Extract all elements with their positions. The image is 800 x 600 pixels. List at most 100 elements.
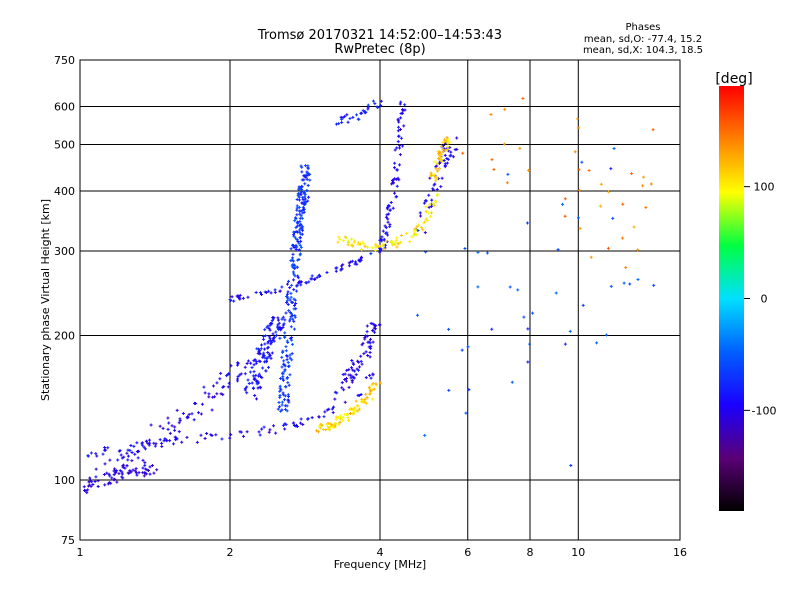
data-point-noise-hot bbox=[518, 146, 522, 150]
data-point-X-low bbox=[371, 382, 375, 386]
data-point-O-vertical-b bbox=[267, 326, 271, 330]
data-point-O-vertical-b bbox=[268, 323, 272, 327]
data-point-O-vertical-a bbox=[297, 185, 301, 189]
data-point-O-lower-cusp bbox=[155, 468, 159, 472]
data-point-O-low bbox=[220, 437, 224, 441]
data-point-O-low-scatter bbox=[173, 425, 177, 429]
data-point-O-low-scatter bbox=[175, 408, 179, 412]
data-point-noise-hot bbox=[649, 182, 653, 186]
data-point-O-vertical-a bbox=[286, 360, 290, 364]
data-point-O-low-scatter bbox=[158, 424, 162, 428]
data-point-O-low-scatter bbox=[141, 458, 145, 462]
data-point-noise-sparse bbox=[628, 282, 632, 286]
data-point-noise-hot bbox=[563, 197, 567, 201]
data-point-O-low-scatter bbox=[238, 373, 242, 377]
data-point-O-low bbox=[147, 443, 151, 447]
x-axis-label: Frequency [MHz] bbox=[334, 558, 426, 571]
data-point-O-lower-cusp bbox=[86, 488, 90, 492]
data-point-O-mid bbox=[359, 255, 363, 259]
data-point-O-vertical-b bbox=[257, 372, 261, 376]
data-point-X-mid bbox=[424, 217, 428, 221]
x-tick-label: 4 bbox=[377, 546, 384, 559]
data-point-O-vertical-b bbox=[252, 363, 256, 367]
data-point-X-mid bbox=[429, 211, 433, 215]
data-point-O-vertical-a bbox=[296, 220, 300, 224]
data-point-O-far bbox=[423, 231, 427, 235]
data-point-O-low-scatter bbox=[173, 428, 177, 432]
data-point-noise-hot bbox=[636, 248, 640, 252]
data-point-X-low bbox=[337, 422, 341, 426]
data-point-X-high bbox=[435, 176, 439, 180]
data-point-O-vertical-b bbox=[271, 337, 275, 341]
data-point-O-mid bbox=[254, 291, 258, 295]
data-point-O-lower-cusp bbox=[129, 470, 133, 474]
data-point-noise-sparse bbox=[476, 250, 480, 254]
data-point-O-mid bbox=[300, 280, 304, 284]
data-point-O-vertical-a bbox=[292, 319, 296, 323]
data-point-O-vertical-b bbox=[246, 378, 250, 382]
data-point-O-low-scatter bbox=[103, 462, 107, 466]
data-point-noise-hot bbox=[606, 246, 610, 250]
data-point-O-far bbox=[418, 211, 422, 215]
data-point-O-top bbox=[356, 117, 360, 121]
data-point-O-vertical-a bbox=[296, 258, 300, 262]
data-point-O-vertical-a bbox=[283, 394, 287, 398]
data-point-O-vertical-a bbox=[307, 195, 311, 199]
data-point-O-low-scatter bbox=[107, 472, 111, 476]
data-point-O-cusp bbox=[347, 385, 351, 389]
data-point-O-low-scatter bbox=[116, 458, 120, 462]
data-point-O-cusp bbox=[351, 368, 355, 372]
data-point-O-low-scatter bbox=[168, 431, 172, 435]
data-point-X-mid bbox=[352, 240, 356, 244]
data-point-noise-sparse bbox=[466, 345, 470, 349]
data-point-O-far bbox=[416, 229, 420, 233]
data-point-O-low bbox=[132, 444, 136, 448]
data-point-noise-sparse bbox=[595, 341, 599, 345]
data-point-O-vertical-b bbox=[266, 351, 270, 355]
data-point-O-low bbox=[160, 444, 164, 448]
data-point-O-high bbox=[403, 108, 407, 112]
data-point-O-mid bbox=[341, 263, 345, 267]
data-point-O-cusp bbox=[333, 397, 337, 401]
data-point-O-vertical-a bbox=[293, 219, 297, 223]
data-point-O-vertical-a bbox=[280, 365, 284, 369]
data-point-O-vertical-b bbox=[276, 323, 280, 327]
data-point-O-low-scatter bbox=[236, 361, 240, 365]
data-point-O-low-scatter bbox=[178, 419, 182, 423]
data-point-O-low-scatter bbox=[219, 371, 223, 375]
data-point-O-vertical-a bbox=[301, 211, 305, 215]
data-point-O-vertical-b bbox=[258, 385, 262, 389]
data-point-O-lower-cusp bbox=[96, 479, 100, 483]
data-point-O-low bbox=[331, 411, 335, 415]
data-point-O-low bbox=[262, 425, 266, 429]
data-point-noise-sparse bbox=[508, 285, 512, 289]
data-point-O-mid bbox=[304, 281, 308, 285]
data-point-noise-sparse bbox=[526, 360, 530, 364]
data-point-X-mid bbox=[358, 242, 362, 246]
data-point-X-mid bbox=[396, 242, 400, 246]
data-point-O-vertical-a bbox=[281, 393, 285, 397]
data-point-O-high bbox=[399, 136, 403, 140]
data-point-X-mid bbox=[346, 243, 350, 247]
data-point-O-vertical-a bbox=[308, 172, 312, 176]
data-point-O-far bbox=[422, 201, 426, 205]
data-point-O-high bbox=[403, 103, 407, 107]
data-point-noise-hot bbox=[489, 113, 493, 117]
data-point-noise-sparse bbox=[636, 278, 640, 282]
data-point-noise-sparse bbox=[531, 311, 535, 315]
data-point-O-vertical-b bbox=[259, 347, 263, 351]
data-point-X-low bbox=[353, 409, 357, 413]
data-point-noise-hot bbox=[624, 266, 628, 270]
data-point-noise-sparse bbox=[622, 281, 626, 285]
data-point-O-vertical-a bbox=[285, 358, 289, 362]
data-point-O-cusp bbox=[359, 359, 363, 363]
data-point-O-vertical-b bbox=[280, 317, 284, 321]
data-point-O-low bbox=[245, 430, 249, 434]
colorbar-tick-label: 100 bbox=[754, 181, 775, 194]
data-point-X-low bbox=[320, 423, 324, 427]
data-point-O-low-scatter bbox=[126, 458, 130, 462]
data-point-O-vertical-a bbox=[289, 325, 293, 329]
data-point-O-vertical-a bbox=[300, 227, 304, 231]
colorbar-tick-label: -100 bbox=[752, 404, 777, 417]
data-point-O-low-scatter bbox=[94, 475, 98, 479]
